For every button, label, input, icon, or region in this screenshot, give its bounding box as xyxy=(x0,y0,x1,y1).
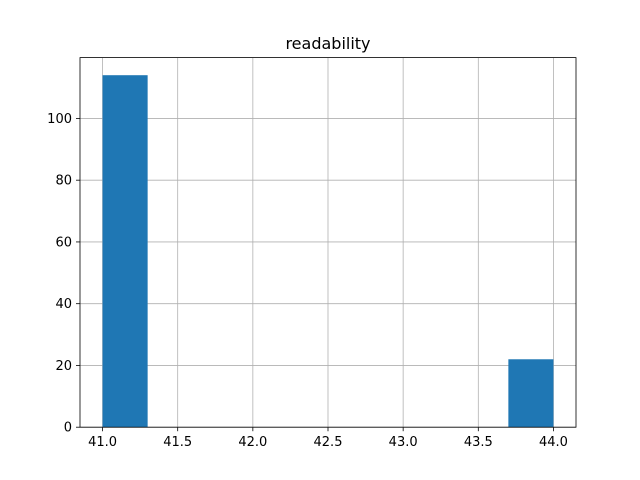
x-tick-label: 43.5 xyxy=(464,435,493,450)
x-tick-label: 44.0 xyxy=(539,435,568,450)
x-tick-label: 42.0 xyxy=(238,435,267,450)
x-tick-label: 43.0 xyxy=(389,435,418,450)
y-tick-label: 0 xyxy=(64,421,72,436)
y-tick-label: 60 xyxy=(55,235,72,250)
x-tick-label: 42.5 xyxy=(314,435,343,450)
bar xyxy=(102,75,148,428)
x-tick-label: 41.5 xyxy=(163,435,192,450)
x-tick-label: 41.0 xyxy=(88,435,117,450)
y-tick-label: 40 xyxy=(55,297,72,312)
plot-frame xyxy=(79,57,577,428)
bar xyxy=(508,359,554,428)
y-tick-label: 20 xyxy=(55,359,72,374)
chart-title: readability xyxy=(285,34,370,53)
y-tick-label: 80 xyxy=(55,174,72,189)
y-tick-label: 100 xyxy=(47,112,72,127)
